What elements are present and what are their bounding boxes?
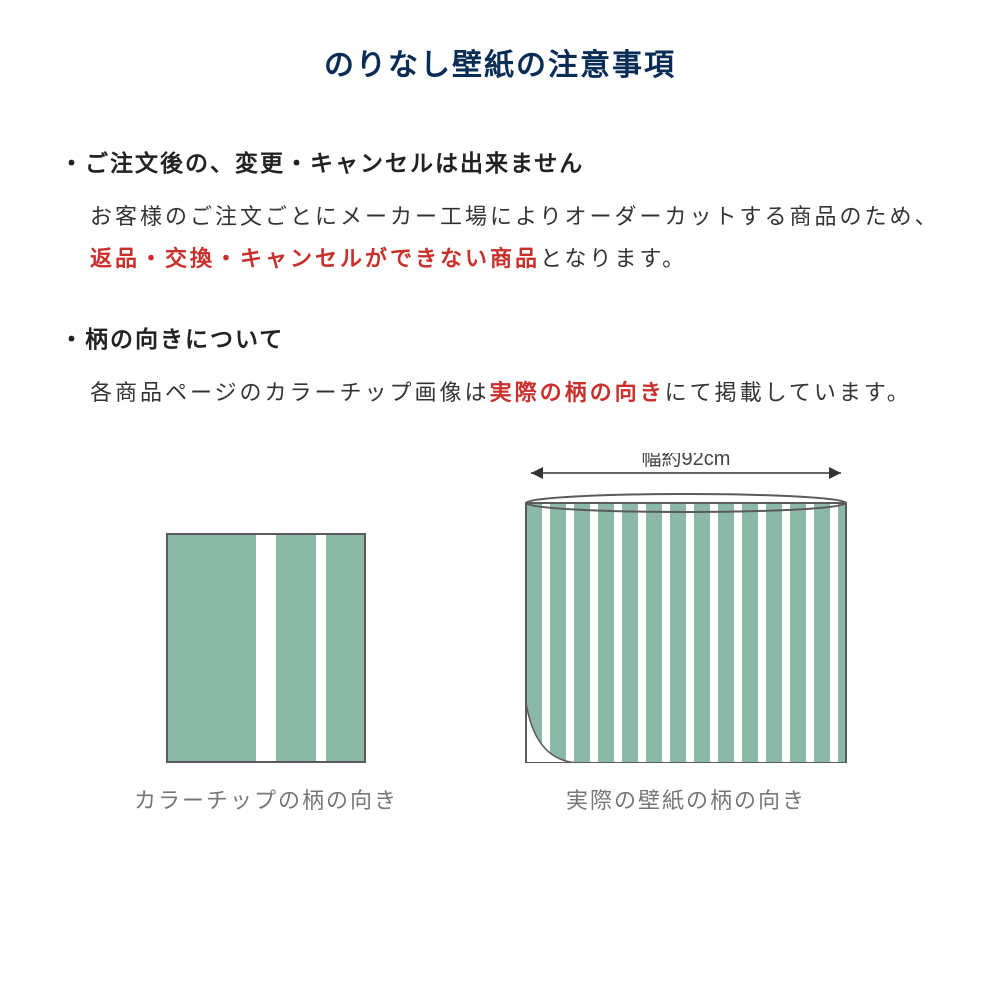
- body-paragraph: お客様のご注文ごとにメーカー工場によりオーダーカットする商品のため、返品・交換・…: [60, 196, 940, 280]
- page-title: のりなし壁紙の注意事項: [60, 40, 940, 84]
- roll-illustration-block: 幅約92cm 実際の壁紙の柄の向き: [506, 453, 866, 815]
- wallpaper-roll-illustration: 幅約92cm: [506, 453, 866, 763]
- body-before: お客様のご注文ごとにメーカー工場によりオーダーカットする商品のため、: [90, 204, 940, 229]
- body-paragraph: 各商品ページのカラーチップ画像は実際の柄の向きにて掲載しています。: [60, 372, 940, 414]
- roll-caption: 実際の壁紙の柄の向き: [566, 783, 806, 815]
- bullet-heading: ・柄の向きについて: [60, 320, 940, 354]
- bullet-heading: ・ご注文後の、変更・キャンセルは出来ません: [60, 144, 940, 178]
- body-emphasis: 実際の柄の向き: [490, 380, 665, 405]
- section-cancel-policy: ・ご注文後の、変更・キャンセルは出来ません お客様のご注文ごとにメーカー工場によ…: [60, 144, 940, 280]
- chip-illustration-block: カラーチップの柄の向き: [134, 533, 398, 815]
- chip-caption: カラーチップの柄の向き: [134, 783, 398, 815]
- body-emphasis: 返品・交換・キャンセルができない商品: [90, 246, 540, 271]
- body-after: にて掲載しています。: [665, 380, 912, 405]
- body-before: 各商品ページのカラーチップ画像は: [90, 380, 490, 405]
- width-label: 幅約92cm: [642, 453, 731, 470]
- body-after: となります。: [540, 246, 687, 271]
- section-pattern-direction: ・柄の向きについて 各商品ページのカラーチップ画像は実際の柄の向きにて掲載してい…: [60, 320, 940, 414]
- illustration-row: カラーチップの柄の向き 幅約92cm 実際の壁紙の柄の向き: [60, 453, 940, 815]
- chip-swatch-illustration: [166, 533, 366, 763]
